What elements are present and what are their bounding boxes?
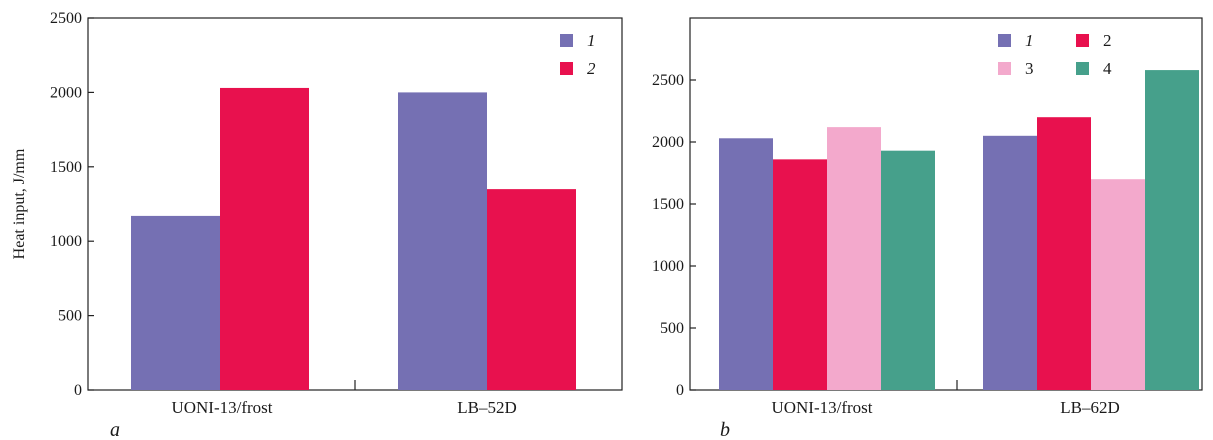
y-tick-label: 1000 — [50, 233, 82, 250]
y-ticks-b: 0 500 1000 1500 2000 2500 — [652, 72, 696, 399]
legend-swatch — [560, 34, 573, 47]
x-category-label: UONI-13/frost — [771, 398, 872, 417]
y-tick-label: 1500 — [50, 159, 82, 176]
bar-lb-62d-series-1 — [983, 135, 1037, 390]
legend-label: 1 — [1025, 31, 1034, 50]
bars-a — [131, 87, 576, 391]
y-tick-label: 500 — [58, 308, 82, 325]
bar-uoni-13-frost-series-2 — [773, 159, 827, 390]
legend-swatch — [998, 62, 1011, 75]
bar-uoni-13-frost-series-1 — [131, 215, 220, 390]
y-tick-label: 2500 — [50, 10, 82, 27]
panel-label-b: b — [720, 419, 730, 440]
y-ticks-a: 0 500 1000 1500 2000 2500 — [50, 10, 94, 399]
bar-lb-52d-series-1 — [398, 92, 487, 391]
y-tick-label: 2500 — [652, 72, 684, 89]
legend-a: 12 — [560, 31, 596, 78]
y-tick-label: 1000 — [652, 258, 684, 275]
legend-swatch — [560, 62, 573, 75]
legend-label: 1 — [587, 31, 596, 50]
bars-b — [719, 70, 1199, 391]
bar-lb-62d-series-4 — [1145, 70, 1199, 390]
legend-label: 2 — [1103, 31, 1112, 50]
legend-b: 1 2 3 4 — [998, 31, 1112, 78]
y-tick-label: 0 — [74, 382, 82, 399]
y-axis-label-a: Heat input, J/mm — [11, 148, 28, 259]
y-tick-label: 2000 — [652, 134, 684, 151]
bar-lb-52d-series-2 — [487, 189, 576, 390]
legend-label: 4 — [1103, 59, 1112, 78]
y-tick-label: 1500 — [652, 196, 684, 213]
legend-label: 2 — [587, 59, 596, 78]
bar-lb-62d-series-2 — [1037, 117, 1091, 390]
chart-panel-b: b 0 500 1000 1500 2000 2500 UONI-13/frost LB–6… — [652, 17, 1203, 440]
y-tick-label: 500 — [660, 320, 684, 337]
bar-uoni-13-frost-series-2 — [220, 87, 309, 390]
legend-swatch — [1076, 62, 1089, 75]
bar-uoni-13-frost-series-4 — [881, 150, 935, 390]
x-category-label: LB–52D — [457, 398, 517, 417]
legend-swatch — [1076, 34, 1089, 47]
bar-uoni-13-frost-series-1 — [719, 138, 773, 390]
chart-panel-a: Heat input, J/mm a 05001000150020002500 … — [11, 10, 623, 440]
y-tick-label: 0 — [676, 382, 684, 399]
legend-label: 3 — [1025, 59, 1034, 78]
bar-lb-62d-series-3 — [1091, 179, 1145, 390]
category-labels-b: UONI-13/frost LB–62D — [771, 380, 1120, 417]
category-labels-a: UONI-13/frost LB–52D — [171, 380, 517, 417]
legend-swatch — [998, 34, 1011, 47]
panel-label-a: a — [110, 419, 120, 440]
bar-uoni-13-frost-series-3 — [827, 127, 881, 391]
x-category-label: LB–62D — [1060, 398, 1120, 417]
y-tick-label: 2000 — [50, 84, 82, 101]
x-category-label: UONI-13/frost — [171, 398, 272, 417]
